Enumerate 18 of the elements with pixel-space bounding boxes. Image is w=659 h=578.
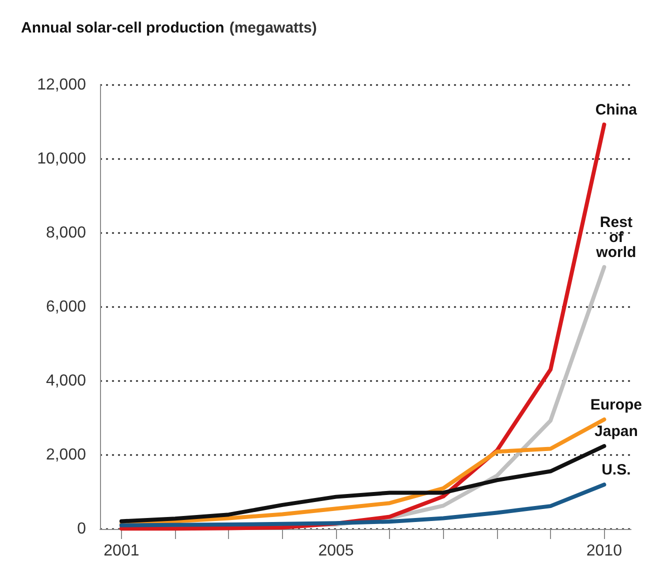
- x-tick-label: 2001: [104, 542, 140, 560]
- series-label: Japan: [594, 423, 638, 440]
- x-tick-label: 2010: [586, 542, 622, 560]
- chart-title: Annual solar-cell production: [21, 20, 224, 36]
- x-tick-label: 2005: [318, 542, 354, 560]
- y-tick-label: 8,000: [46, 224, 86, 242]
- y-tick-label: 2,000: [46, 446, 86, 464]
- series-label: China: [595, 102, 638, 119]
- y-tick-label: 4,000: [46, 372, 86, 390]
- y-tick-label: 6,000: [46, 298, 86, 316]
- y-tick-label: 12,000: [37, 76, 86, 94]
- y-tick-label: 10,000: [37, 150, 86, 168]
- y-axis-title: (megawatts): [229, 20, 317, 36]
- y-tick-label: 0: [77, 520, 86, 538]
- series-label: Rest of world: [595, 214, 636, 262]
- line-series: [119, 482, 606, 528]
- series-label: U.S.: [602, 462, 631, 479]
- series-label: Europe: [590, 396, 642, 414]
